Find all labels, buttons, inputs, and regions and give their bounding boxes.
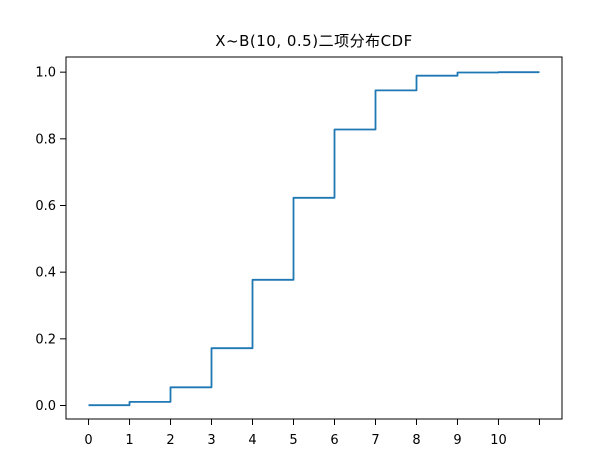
- y-tick-label: 1.0: [35, 66, 56, 81]
- y-tick-label: 0.8: [35, 132, 56, 147]
- chart-title: X~B(10, 0.5)二项分布CDF: [215, 32, 413, 50]
- x-tick-label: 4: [248, 433, 256, 448]
- x-tick-label: 9: [453, 433, 461, 448]
- axes-frame: [65, 56, 563, 420]
- y-tick-label: 0.6: [35, 199, 56, 214]
- cdf-step-line: [88, 71, 540, 407]
- x-tick-label: 6: [330, 433, 338, 448]
- x-tick-label: 2: [166, 433, 174, 448]
- x-tick-label: 0: [84, 433, 92, 448]
- x-tick-label: 5: [289, 433, 297, 448]
- y-tick-label: 0.2: [35, 332, 56, 347]
- x-tick-label: 10: [490, 433, 507, 448]
- x-tick-label: 1: [125, 433, 133, 448]
- x-tick-label: 3: [207, 433, 215, 448]
- x-tick-label: 7: [371, 433, 379, 448]
- y-tick-label: 0.0: [35, 399, 56, 414]
- x-tick-label: 8: [412, 433, 420, 448]
- y-tick-label: 0.4: [35, 266, 56, 281]
